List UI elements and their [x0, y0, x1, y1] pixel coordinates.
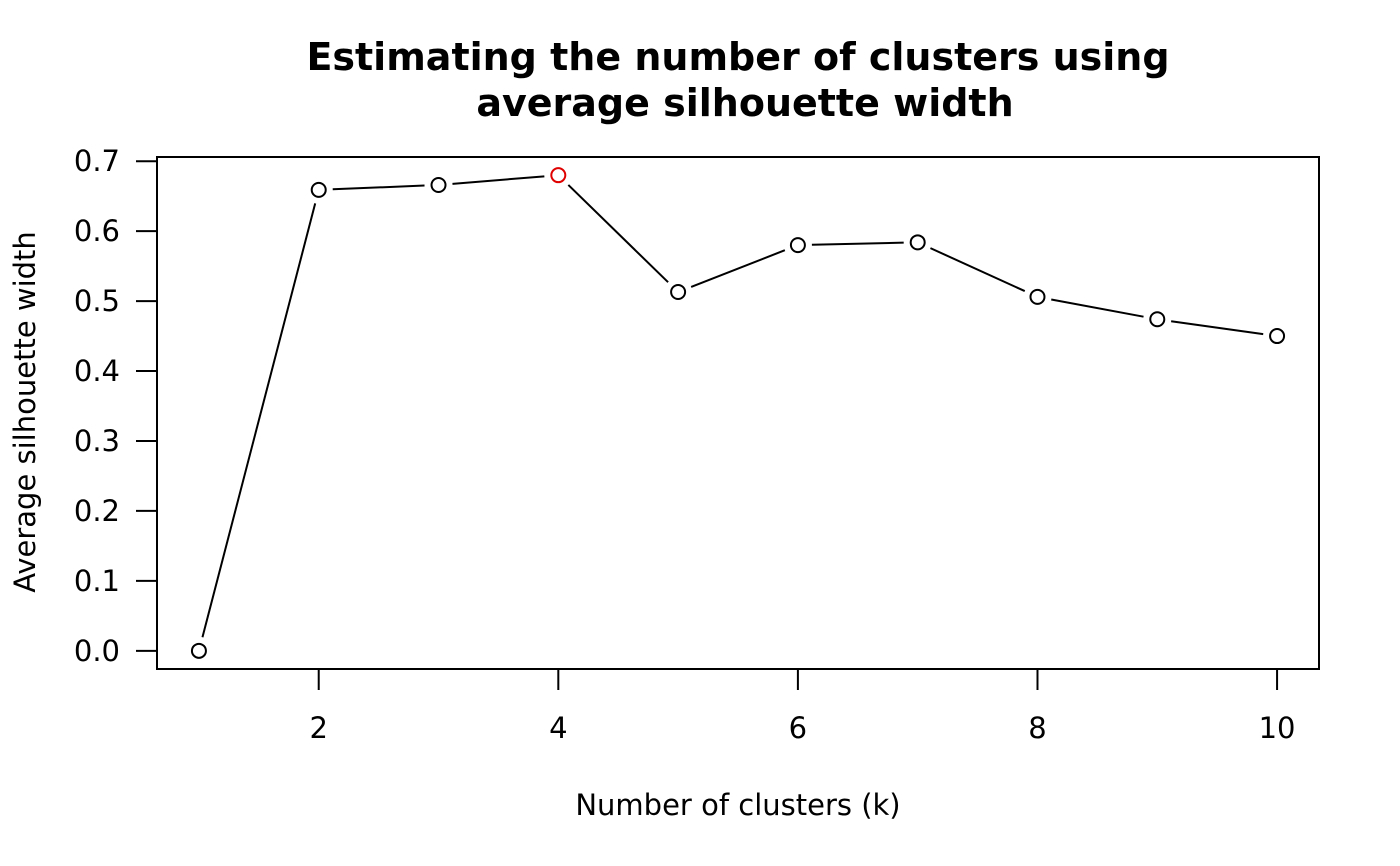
series-segment — [690, 249, 786, 288]
y-axis-label: Average silhouette width — [8, 231, 42, 593]
y-tick-label: 0.0 — [74, 634, 120, 668]
data-point — [430, 176, 447, 193]
series-segment — [811, 241, 904, 246]
x-tick-label: 4 — [549, 711, 567, 745]
y-tick-label: 0.6 — [74, 214, 120, 248]
chart-title-line-1: Estimating the number of clusters using — [306, 35, 1169, 79]
x-axis: 2 4 6 8 10 — [309, 668, 1296, 745]
x-tick-label: 10 — [1259, 711, 1296, 745]
series-segment — [201, 203, 317, 638]
x-tick-label: 8 — [1028, 711, 1046, 745]
y-axis: 0.0 0.1 0.2 0.3 0.4 0.5 0.6 0.7 — [74, 144, 158, 668]
x-tick-label: 2 — [309, 711, 327, 745]
data-point — [190, 642, 207, 659]
series-segment — [452, 175, 545, 185]
series-segment — [332, 184, 425, 191]
chart-title-line-2: average silhouette width — [476, 81, 1013, 125]
y-tick-label: 0.4 — [74, 354, 120, 388]
series-line — [201, 175, 1264, 638]
data-point — [909, 234, 926, 251]
y-tick-label: 0.2 — [74, 494, 120, 528]
series-segment — [1051, 298, 1144, 318]
series-segment — [1171, 320, 1264, 336]
data-point — [789, 237, 806, 254]
highlight-point — [550, 167, 567, 184]
y-tick-label: 0.5 — [74, 284, 120, 318]
y-tick-label: 0.7 — [74, 144, 120, 178]
y-tick-label: 0.3 — [74, 424, 120, 458]
series-points — [190, 167, 1286, 659]
data-point — [1149, 311, 1166, 328]
series-segment — [930, 247, 1026, 292]
x-axis-label: Number of clusters (k) — [575, 788, 900, 822]
series-segment — [567, 184, 669, 283]
data-point — [1269, 328, 1286, 345]
y-tick-label: 0.1 — [74, 564, 120, 598]
x-tick-label: 6 — [789, 711, 807, 745]
data-point — [670, 283, 687, 300]
data-point — [1029, 288, 1046, 305]
data-point — [310, 181, 327, 198]
